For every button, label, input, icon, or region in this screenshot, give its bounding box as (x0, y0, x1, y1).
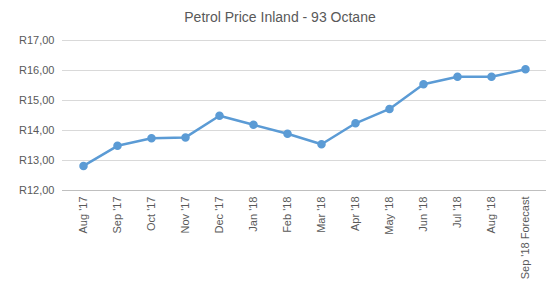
svg-text:Aug '18: Aug '18 (485, 197, 497, 234)
svg-text:Sep '18 Forecast: Sep '18 Forecast (519, 197, 531, 280)
svg-text:May '18: May '18 (383, 197, 395, 235)
svg-text:Aug '17: Aug '17 (77, 197, 89, 234)
svg-text:R17,00: R17,00 (19, 34, 54, 46)
svg-text:Jun '18: Jun '18 (417, 197, 429, 232)
html-text:Petrol Price Inland - 93 Octan: Petrol Price Inland - 93 Octane (184, 9, 376, 25)
svg-text:R15,00: R15,00 (19, 94, 54, 106)
svg-text:R14,00: R14,00 (19, 124, 54, 136)
svg-text:Oct '17: Oct '17 (145, 197, 157, 232)
svg-text:Mar '18: Mar '18 (315, 197, 327, 233)
svg-text:R16,00: R16,00 (19, 64, 54, 76)
svg-text:Jan '18: Jan '18 (247, 197, 259, 232)
svg-text:Nov '17: Nov '17 (179, 197, 191, 234)
svg-text:R12,00: R12,00 (19, 184, 54, 196)
svg-text:Dec '17: Dec '17 (213, 197, 225, 234)
svg-text:Apr '18: Apr '18 (349, 197, 361, 232)
svg-text:Jul '18: Jul '18 (451, 197, 463, 228)
svg-text:Sep '17: Sep '17 (111, 197, 123, 234)
svg-text:Feb '18: Feb '18 (281, 197, 293, 233)
svg-text:R13,00: R13,00 (19, 154, 54, 166)
